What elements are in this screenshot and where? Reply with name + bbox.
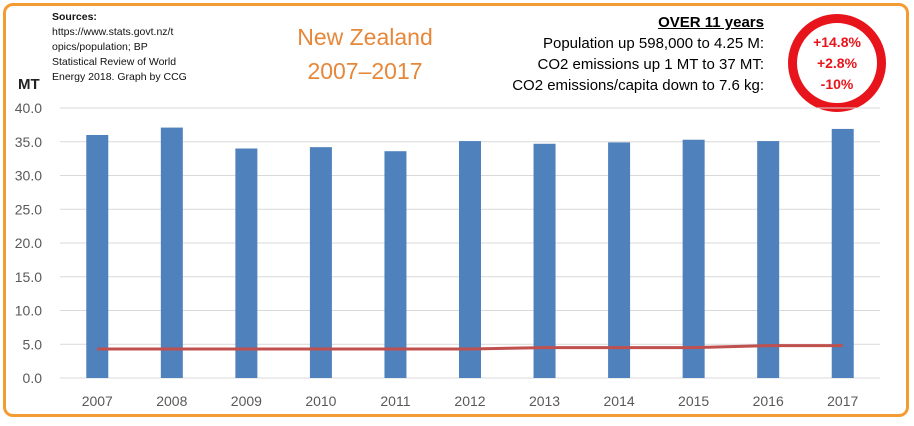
y-tick-label: 35.0 [15,134,42,150]
y-tick-label: 20.0 [15,235,42,251]
x-tick-label: 2007 [82,393,113,409]
y-tick-label: 10.0 [15,303,42,319]
bar [608,142,631,378]
x-tick-label: 2017 [827,393,858,409]
x-tick-label: 2013 [529,393,560,409]
y-tick-label: 40.0 [15,100,42,116]
percent-change: -10% [820,76,854,92]
sources-header: Sources: [52,11,97,23]
sources-note: Sources: https://www.stats.govt.nz/t opi… [52,10,212,85]
x-tick-label: 2010 [305,393,336,409]
bar [757,141,780,378]
sources-line: Energy 2018. Graph by CCG [52,71,187,83]
summary-row-label: CO2 emissions/capita down to 7.6 kg: [512,77,764,94]
x-tick-label: 2008 [156,393,187,409]
bar [459,141,481,378]
x-tick-label: 2009 [231,393,262,409]
summary-header: OVER 11 years [658,14,764,31]
x-tick-label: 2011 [380,393,410,409]
sources-line: Statistical Review of World [52,56,177,68]
bar [235,148,258,378]
y-axis-title: MT [18,76,40,93]
per-capita-line [97,344,843,351]
x-tick-label: 2014 [604,393,635,409]
y-tick-label: 30.0 [15,168,42,184]
y-tick-label: 25.0 [15,201,42,217]
x-tick-label: 2016 [753,393,784,409]
sources-line: opics/population; BP [52,41,148,53]
summary-row-label: CO2 emissions up 1 MT to 37 MT: [537,56,764,73]
x-tick-label: 2015 [678,393,709,409]
bar [160,127,183,378]
chart-title: New Zealand [297,24,433,50]
percent-change-ring: +14.8% +2.8% -10% [788,14,886,112]
x-tick-label: 2012 [454,393,485,409]
bar [384,151,407,378]
summary-row-label: Population up 598,000 to 4.25 M: [542,35,764,52]
bar [831,128,854,378]
y-tick-label: 5.0 [23,336,43,352]
percent-change: +2.8% [816,55,858,71]
bar [86,135,109,378]
y-tick-label: 15.0 [15,269,42,285]
chart-subtitle: 2007–2017 [307,58,423,84]
percent-change: +14.8% [813,34,861,50]
bar [682,139,705,378]
summary-box: OVER 11 years Population up 598,000 to 4… [512,12,764,96]
y-tick-label: 0.0 [23,370,43,386]
sources-line: https://www.stats.govt.nz/t [52,26,174,38]
bar [533,143,556,378]
bar [309,147,332,378]
